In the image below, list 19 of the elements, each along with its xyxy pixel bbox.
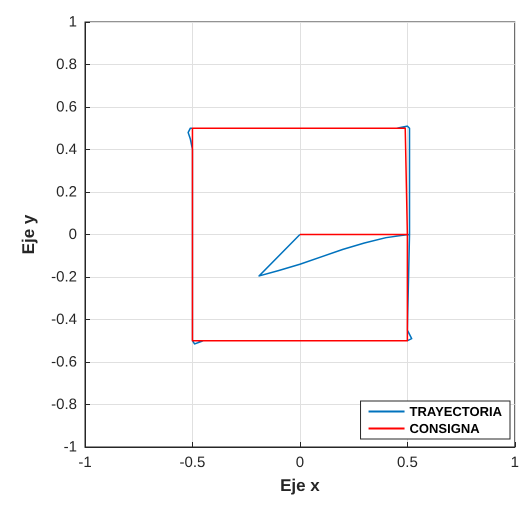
legend-label: CONSIGNA xyxy=(410,421,480,436)
y-tick-label: 0.4 xyxy=(56,141,77,158)
y-tick-label: -1 xyxy=(64,438,77,456)
y-axis-title: Eje y xyxy=(19,214,38,254)
y-tick-label: 0.2 xyxy=(56,184,77,200)
y-tick-label: -0.8 xyxy=(51,396,77,413)
x-tick-label: 0.5 xyxy=(396,454,418,471)
y-tick-label: 0.8 xyxy=(56,56,77,73)
y-tick-label: -0.2 xyxy=(51,268,77,286)
legend-label: TRAYECTORIA xyxy=(410,404,503,419)
y-tick-label: 0 xyxy=(68,226,77,243)
y-tick-label: -0.4 xyxy=(51,311,77,328)
y-tick-label: -0.6 xyxy=(51,354,77,370)
x-tick-label: 0 xyxy=(296,454,304,471)
y-tick-label: 1 xyxy=(68,14,77,30)
x-tick-label: 1 xyxy=(510,454,519,471)
y-tick-label: 0.6 xyxy=(56,98,77,116)
x-axis-title: Eje x xyxy=(280,476,320,495)
x-tick-label: -0.5 xyxy=(180,454,206,471)
